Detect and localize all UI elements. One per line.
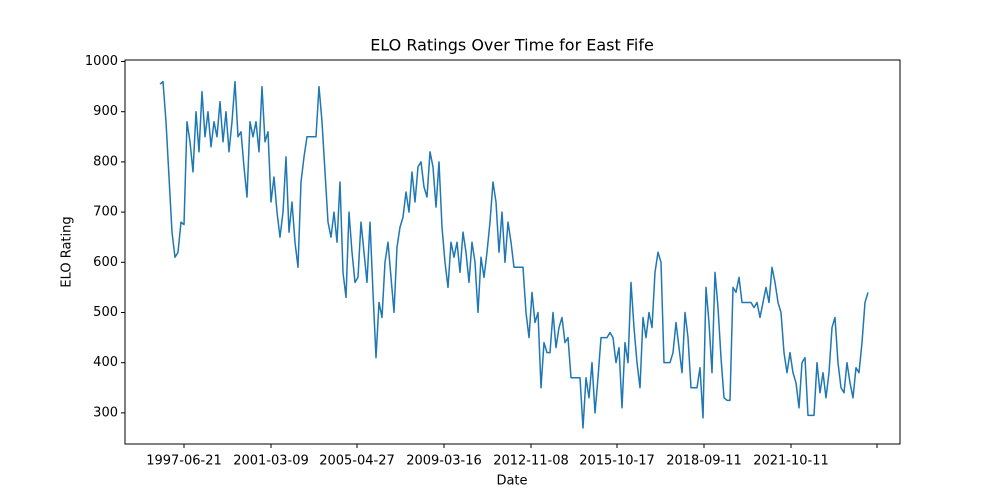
x-axis-label: Date: [496, 474, 527, 489]
chart-title: ELO Ratings Over Time for East Fife: [370, 36, 654, 55]
x-tick-label: 2021-10-11: [753, 454, 829, 469]
x-tick-label: 1997-06-21: [146, 454, 222, 469]
data-line: [159, 80, 869, 429]
y-tick-label: 500: [93, 305, 118, 320]
x-tick-label: 2015-10-17: [579, 454, 655, 469]
plot-frame: [124, 59, 901, 445]
x-tick-label: 2001-03-09: [233, 454, 309, 469]
y-tick-label: 300: [93, 405, 118, 420]
y-tick-label: 600: [93, 255, 118, 270]
y-axis-label: ELO Rating: [60, 216, 75, 287]
x-tick-label: 2018-09-11: [666, 454, 742, 469]
x-tick-label: 2009-03-16: [406, 454, 482, 469]
y-tick-label: 700: [93, 205, 118, 220]
y-tick-label: 1000: [85, 54, 118, 69]
x-tick-label: 2012-11-08: [493, 454, 569, 469]
y-tick-label: 400: [93, 355, 118, 370]
y-tick-label: 900: [93, 104, 118, 119]
y-tick-label: 800: [93, 154, 118, 169]
x-tick-label: 2005-04-27: [319, 454, 395, 469]
